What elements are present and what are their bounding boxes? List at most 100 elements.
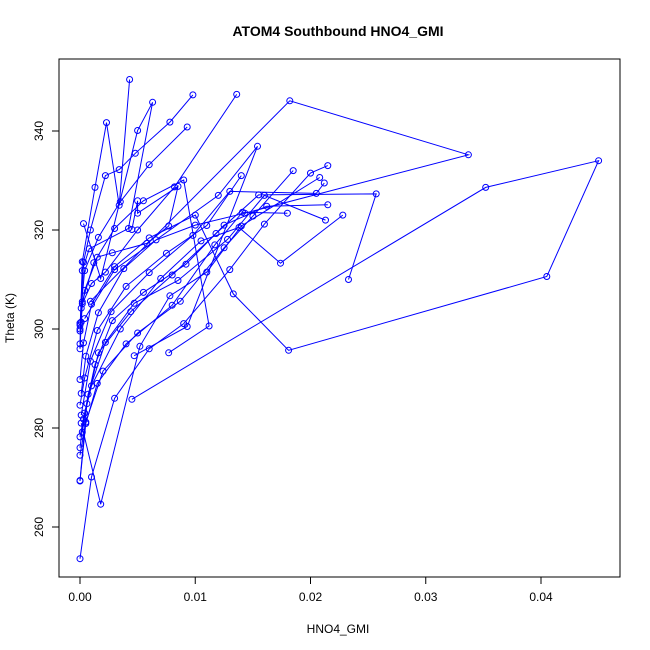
- data-point: [543, 273, 551, 280]
- series-layer: [76, 76, 603, 563]
- data-point: [322, 216, 329, 224]
- data-point: [260, 220, 268, 228]
- data-point: [237, 172, 245, 180]
- data-point: [174, 182, 182, 190]
- data-point: [162, 249, 170, 257]
- data-point: [77, 411, 85, 419]
- data-point: [107, 308, 115, 316]
- data-point: [145, 269, 153, 277]
- data-point: [111, 394, 119, 402]
- data-point: [168, 271, 176, 279]
- data-point: [197, 237, 205, 245]
- x-tick-label: 0.02: [299, 590, 323, 604]
- data-point: [166, 292, 174, 300]
- x-tick-label: 0.00: [68, 590, 92, 604]
- series-line: [84, 145, 258, 357]
- data-point: [180, 176, 188, 184]
- data-point: [93, 253, 101, 261]
- x-tick-label: 0.03: [414, 590, 438, 604]
- y-tick-label: 280: [32, 418, 46, 438]
- series-line: [80, 100, 471, 394]
- data-point: [81, 286, 89, 294]
- data-point: [76, 555, 84, 563]
- data-point: [226, 266, 234, 274]
- series-line: [80, 94, 194, 323]
- data-point: [324, 201, 332, 209]
- data-point: [122, 340, 130, 348]
- data-point: [126, 76, 134, 83]
- data-point: [139, 288, 147, 296]
- data-point: [93, 327, 101, 334]
- data-point: [464, 151, 472, 159]
- data-point: [86, 357, 94, 365]
- data-point: [482, 183, 490, 191]
- data-point: [78, 428, 86, 436]
- data-point: [111, 266, 119, 274]
- data-point: [324, 162, 332, 170]
- x-axis-label: HNO4_GMI: [307, 622, 370, 636]
- data-point: [285, 346, 293, 354]
- data-point: [128, 226, 136, 233]
- data-point: [77, 389, 85, 397]
- data-point: [97, 500, 105, 508]
- series-line: [79, 165, 328, 559]
- data-point: [165, 349, 173, 357]
- data-point: [229, 290, 237, 298]
- data-point: [189, 91, 197, 99]
- data-point: [99, 367, 107, 375]
- data-point: [108, 249, 116, 257]
- y-tick-label: 300: [32, 319, 46, 339]
- data-point: [205, 322, 213, 330]
- data-point: [289, 167, 297, 175]
- series-line: [81, 194, 326, 433]
- data-point: [80, 220, 87, 228]
- data-point: [77, 419, 85, 427]
- data-point: [214, 191, 222, 199]
- data-point: [183, 323, 191, 330]
- data-point: [166, 118, 174, 126]
- data-point: [85, 245, 93, 253]
- data-point: [233, 90, 241, 98]
- data-point: [136, 342, 144, 350]
- data-point: [94, 349, 102, 357]
- data-point: [134, 329, 142, 337]
- data-point: [283, 209, 291, 217]
- data-point: [191, 221, 199, 229]
- data-point: [120, 265, 128, 273]
- data-point: [124, 225, 132, 232]
- series-line: [79, 175, 242, 406]
- y-axis: 260 280 300 320 340: [32, 121, 60, 537]
- data-point: [134, 127, 142, 134]
- data-point: [82, 352, 90, 360]
- data-point: [212, 230, 220, 237]
- data-point: [93, 379, 101, 387]
- data-point: [277, 259, 284, 267]
- data-point: [254, 142, 261, 150]
- data-point: [145, 161, 153, 169]
- data-point: [91, 183, 99, 191]
- x-axis: 0.00 0.01 0.02 0.03 0.04: [68, 576, 553, 604]
- data-point: [88, 280, 95, 287]
- data-point: [174, 277, 182, 284]
- data-point: [76, 345, 84, 353]
- y-axis-label: Theta (K): [3, 293, 17, 343]
- data-point: [152, 236, 160, 244]
- y-tick-label: 260: [32, 517, 46, 537]
- series-line: [79, 102, 154, 330]
- x-tick-label: 0.01: [184, 590, 208, 604]
- data-point: [128, 395, 136, 403]
- data-point: [94, 233, 102, 241]
- data-point: [103, 119, 110, 127]
- data-point: [130, 299, 138, 307]
- data-point: [101, 172, 109, 180]
- data-point: [76, 340, 84, 348]
- data-point: [165, 222, 173, 230]
- data-point: [111, 225, 119, 232]
- data-point: [76, 477, 84, 484]
- data-point: [307, 169, 314, 177]
- data-point: [101, 338, 109, 346]
- y-tick-label: 320: [32, 220, 46, 240]
- data-point: [81, 315, 89, 323]
- series-line: [80, 182, 325, 416]
